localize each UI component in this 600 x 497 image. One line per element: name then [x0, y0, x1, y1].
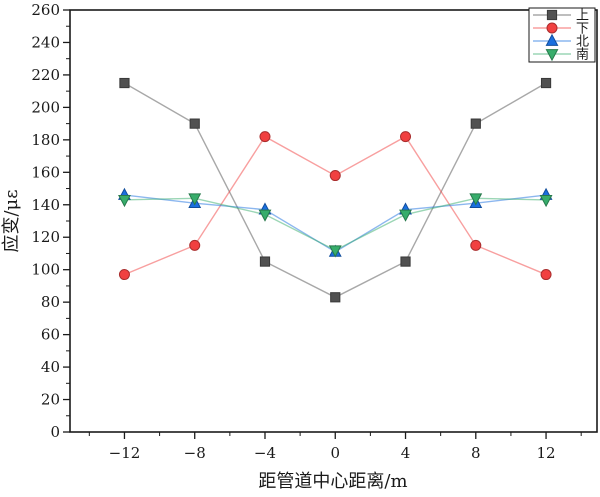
data-point-marker	[188, 193, 202, 206]
data-point-marker	[540, 269, 552, 281]
y-tick-label: 20	[41, 391, 60, 409]
y-tick-label: 100	[31, 261, 60, 279]
x-tick-label: −12	[109, 444, 141, 462]
data-point-marker	[259, 256, 271, 267]
y-tick-label: 200	[31, 98, 60, 116]
data-point-marker	[399, 209, 412, 222]
x-tick-label: 12	[537, 444, 556, 462]
data-point-marker	[258, 209, 272, 222]
x-tick-label: −4	[254, 444, 276, 462]
y-tick-label: 160	[31, 163, 60, 181]
x-tick-label: 0	[330, 444, 340, 462]
y-tick-label: 40	[41, 358, 60, 376]
x-tick-label: −8	[184, 444, 206, 462]
y-tick-label: 180	[31, 131, 60, 149]
y-tick-label: 260	[31, 1, 60, 19]
legend-box	[528, 7, 596, 63]
data-point-marker	[329, 170, 341, 182]
x-tick-label: 4	[401, 444, 411, 462]
data-point-marker	[539, 195, 553, 208]
x-axis-title: 距管道中心距离/m	[258, 471, 407, 492]
data-point-marker	[189, 239, 201, 251]
data-point-marker	[119, 77, 130, 89]
data-point-marker	[469, 193, 483, 206]
x-tick-label: 8	[471, 444, 481, 462]
y-tick-label: 80	[41, 293, 60, 311]
data-point-marker	[540, 77, 552, 89]
data-point-marker	[259, 131, 271, 143]
y-tick-label: 0	[50, 423, 60, 441]
y-tick-label: 140	[31, 196, 60, 214]
data-point-marker	[546, 9, 558, 21]
legend-label-down: 下	[576, 22, 589, 37]
data-point-marker	[546, 22, 558, 34]
data-point-marker	[118, 269, 130, 281]
data-point-marker	[330, 292, 341, 303]
series-line-north	[124, 194, 547, 253]
legend-label-north: 北	[576, 35, 589, 50]
data-point-marker	[400, 256, 411, 267]
data-point-marker	[545, 49, 559, 62]
y-tick-label: 240	[31, 33, 60, 51]
y-axis-title: 应变/με	[1, 189, 22, 252]
data-point-marker	[189, 118, 200, 129]
data-point-marker	[470, 239, 482, 251]
y-tick-label: 60	[41, 326, 60, 344]
data-point-marker	[545, 33, 559, 46]
data-point-marker	[118, 195, 131, 208]
y-tick-label: 120	[31, 228, 60, 246]
data-point-marker	[470, 118, 481, 129]
series-line-up	[124, 82, 547, 299]
series-line-south	[124, 197, 547, 252]
plot-frame	[69, 9, 598, 433]
legend-label-south: 南	[576, 47, 589, 63]
data-point-marker	[400, 131, 412, 143]
y-tick-label: 220	[31, 66, 60, 84]
legend-label-up: 上	[576, 9, 589, 24]
data-point-marker	[328, 245, 342, 258]
